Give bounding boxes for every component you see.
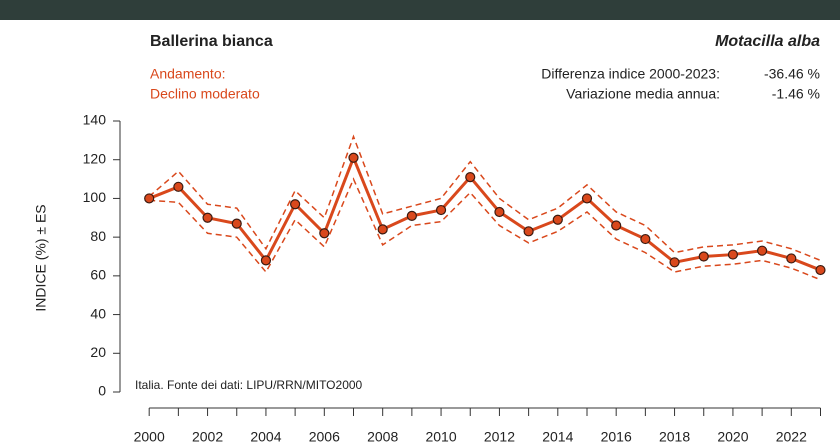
x-tick-label: 2016 — [601, 429, 632, 445]
data-point — [231, 218, 242, 229]
error-band-line — [148, 134, 821, 262]
data-point — [757, 245, 768, 256]
data-point — [669, 257, 680, 268]
y-tick-label: 20 — [90, 344, 106, 360]
data-point — [290, 199, 301, 210]
y-tick-label: 60 — [90, 267, 106, 283]
x-tick-label: 2000 — [134, 429, 165, 445]
data-point — [611, 220, 622, 231]
trend-value: Declino moderato — [150, 86, 260, 102]
data-point — [786, 253, 797, 264]
x-tick-label: 2018 — [659, 429, 690, 445]
data-point — [494, 206, 505, 218]
trend-label: Andamento: — [150, 66, 226, 82]
data-point — [640, 233, 651, 245]
x-tick-label: 2004 — [250, 429, 281, 445]
data-point — [319, 228, 330, 239]
x-tick-label: 2008 — [367, 429, 398, 445]
chart-title: Ballerina bianca — [150, 33, 273, 50]
data-point — [377, 224, 388, 235]
data-point — [144, 193, 155, 204]
data-point — [465, 172, 476, 183]
top-bar — [0, 0, 840, 20]
stat-value: -1.46 % — [772, 86, 820, 102]
data-point — [173, 181, 184, 192]
y-tick-label: 140 — [83, 112, 107, 128]
data-point — [552, 214, 563, 225]
source-note: Italia. Fonte dei dati: LIPU/RRN/MITO200… — [135, 378, 363, 392]
data-point — [523, 226, 534, 237]
data-point — [581, 193, 593, 204]
y-tick-label: 120 — [83, 150, 107, 166]
data-point — [406, 210, 417, 221]
data-point — [202, 212, 213, 223]
y-tick-label: 0 — [98, 383, 106, 399]
data-point — [698, 251, 709, 262]
data-point — [348, 152, 359, 163]
x-tick-label: 2012 — [484, 429, 515, 445]
stat-value: -36.46 % — [764, 66, 820, 82]
y-tick-label: 80 — [90, 228, 106, 244]
data-point — [260, 255, 272, 266]
y-tick-label: 40 — [90, 305, 106, 321]
y-tick-label: 100 — [83, 189, 107, 205]
chart-subtitle: Motacilla alba — [715, 33, 820, 50]
error-band-line — [149, 177, 821, 281]
x-tick-label: 2020 — [717, 429, 748, 445]
data-point — [727, 249, 739, 260]
x-tick-label: 2006 — [309, 429, 340, 445]
x-tick-label: 2022 — [776, 429, 807, 445]
x-tick-label: 2014 — [542, 429, 573, 445]
stat-label: Variazione media annua: — [566, 86, 720, 102]
y-axis-title: INDICE (%) ± ES — [33, 204, 49, 311]
stat-label: Differenza indice 2000-2023: — [541, 66, 720, 82]
data-point — [815, 264, 826, 276]
x-tick-label: 2010 — [425, 429, 456, 445]
data-point — [435, 204, 447, 216]
x-tick-label: 2002 — [192, 429, 223, 445]
